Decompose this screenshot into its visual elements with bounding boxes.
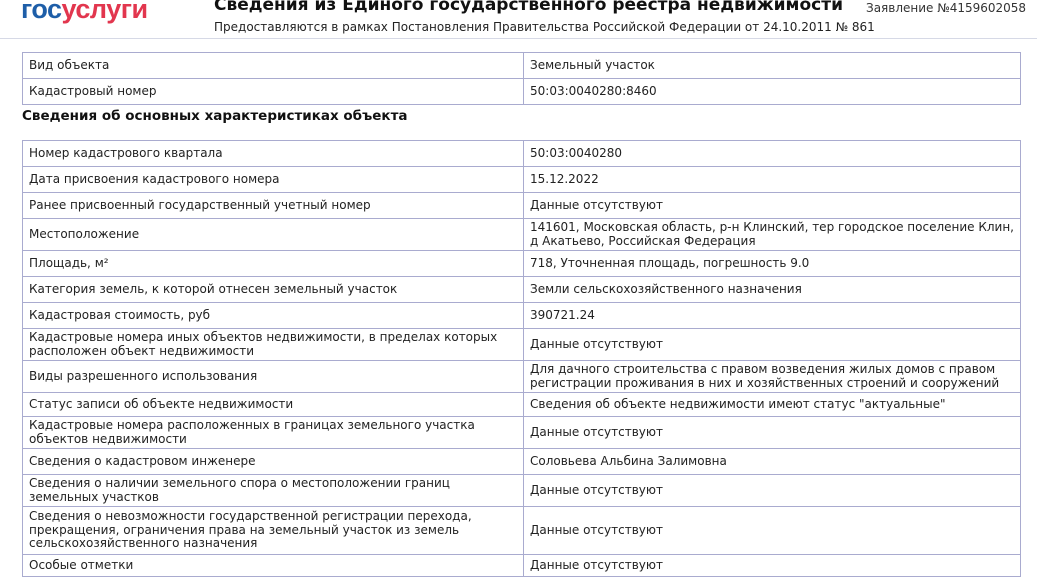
logo-part-1: гос [21,0,62,24]
table-row: Кадастровый номер 50:03:0040280:8460 [22,78,1021,105]
logo-part-2: услуги [61,0,149,24]
row-label: Кадастровые номера расположенных в грани… [22,416,524,449]
row-value: Данные отсутствуют [523,328,1021,361]
row-value: Данные отсутствуют [523,554,1021,577]
gosuslugi-logo: госуслуги [21,0,148,25]
row-value: Данные отсутствуют [523,192,1021,219]
row-label: Особые отметки [22,554,524,577]
table-row: Кадастровые номера расположенных в грани… [22,416,1021,449]
table-row: Дата присвоения кадастрового номера 15.12… [22,166,1021,193]
table-row: Сведения о кадастровом инженере Соловьева… [22,448,1021,475]
table-row: Местоположение 141601, Московская область… [22,218,1021,251]
row-label: Кадастровый номер [22,78,524,105]
row-value: 718, Уточненная площадь, погрешность 9.0 [523,250,1021,277]
table-row: Статус записи об объекте недвижимости Све… [22,392,1021,417]
header-divider [0,38,1037,39]
row-label: Сведения о невозможности государственной… [22,506,524,555]
row-value: 141601, Московская область, р-н Клинский… [523,218,1021,251]
row-value: Для дачного строительства с правом возве… [523,360,1021,393]
row-label: Сведения о наличии земельного спора о ме… [22,474,524,507]
table-row: Сведения о наличии земельного спора о ме… [22,474,1021,507]
row-label: Виды разрешенного использования [22,360,524,393]
row-label: Дата присвоения кадастрового номера [22,166,524,193]
row-label: Кадастровые номера иных объектов недвижи… [22,328,524,361]
document-subtitle: Предоставляются в рамках Постановления П… [214,20,875,34]
table-row: Категория земель, к которой отнесен земе… [22,276,1021,303]
row-label: Номер кадастрового квартала [22,140,524,167]
row-label: Вид объекта [22,52,524,79]
row-value: Данные отсутствуют [523,506,1021,555]
row-value: 50:03:0040280:8460 [523,78,1021,105]
row-label: Кадастровая стоимость, руб [22,302,524,329]
table-row: Сведения о невозможности государственной… [22,506,1021,555]
row-value: 390721.24 [523,302,1021,329]
table-row: Кадастровые номера иных объектов недвижи… [22,328,1021,361]
document-title: Сведения из Единого государственного рее… [214,0,843,15]
row-value: Земельный участок [523,52,1021,79]
row-value: Земли сельскохозяйственного назначения [523,276,1021,303]
table-row: Площадь, м² 718, Уточненная площадь, погр… [22,250,1021,277]
characteristics-table: Номер кадастрового квартала 50:03:0040280… [22,140,1021,577]
row-value: 50:03:0040280 [523,140,1021,167]
table-row: Вид объекта Земельный участок [22,52,1021,79]
row-value: Соловьева Альбина Залимовна [523,448,1021,475]
row-value: Данные отсутствуют [523,474,1021,507]
object-table: Вид объекта Земельный участок Кадастровый… [22,52,1021,105]
row-label: Местоположение [22,218,524,251]
table-row: Кадастровая стоимость, руб 390721.24 [22,302,1021,329]
table-row: Номер кадастрового квартала 50:03:0040280 [22,140,1021,167]
table-row: Особые отметки Данные отсутствуют [22,554,1021,577]
row-label: Ранее присвоенный государственный учетны… [22,192,524,219]
row-value: Данные отсутствуют [523,416,1021,449]
table-row: Ранее присвоенный государственный учетны… [22,192,1021,219]
row-label: Статус записи об объекте недвижимости [22,392,524,417]
row-value: Сведения об объекте недвижимости имеют с… [523,392,1021,417]
row-label: Категория земель, к которой отнесен земе… [22,276,524,303]
row-label: Сведения о кадастровом инженере [22,448,524,475]
application-number: Заявление №4159602058 [866,1,1027,15]
section-title: Сведения об основных характеристиках объ… [22,108,408,124]
table-row: Виды разрешенного использования Для дачно… [22,360,1021,393]
row-value: 15.12.2022 [523,166,1021,193]
row-label: Площадь, м² [22,250,524,277]
